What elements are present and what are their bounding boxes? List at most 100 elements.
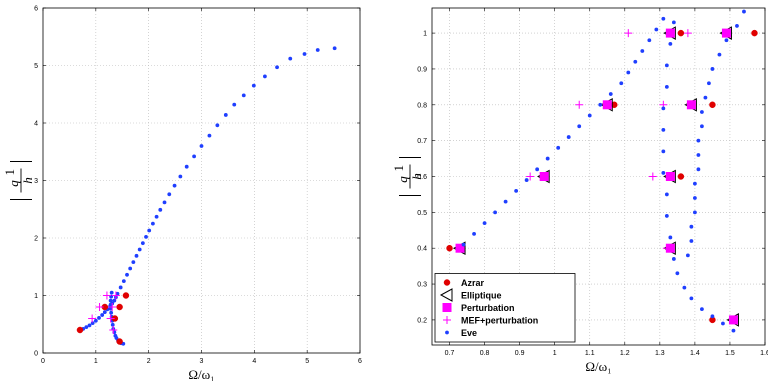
point-eve	[207, 133, 212, 138]
point-mef	[108, 303, 117, 311]
point-eve	[134, 253, 139, 258]
x-tick-label: 2	[147, 358, 151, 365]
point-eve	[668, 235, 673, 240]
point-azrar	[709, 101, 716, 109]
x-tick-label: 0.7	[445, 350, 455, 357]
y-tick-label: 1	[34, 293, 38, 300]
point-eve	[199, 144, 204, 148]
point-mef	[111, 291, 120, 300]
point-eve	[192, 154, 197, 159]
series-eve	[461, 9, 746, 333]
point-eve	[619, 81, 624, 86]
point-eve	[696, 153, 701, 157]
y-tick-label: 1	[423, 31, 427, 38]
point-mef	[109, 326, 118, 334]
x-tick-label: 0	[41, 358, 45, 365]
x-tick-label: 6	[358, 358, 362, 365]
point-eve	[696, 138, 701, 143]
point-eve	[703, 95, 708, 100]
point-eve	[263, 74, 267, 79]
point-eve	[675, 271, 680, 276]
x-axis-label: Ω/ω₁	[188, 367, 214, 381]
point-eve	[661, 149, 666, 154]
right-chart: 0.7 0.8 0.9 1 1.1 1.2 1.3 1.4 1.5 1.6 0.2 0.3 0.4 0.5…	[391, 7, 768, 374]
point-eve	[288, 56, 293, 61]
point-eve	[692, 181, 697, 186]
legend-label-eve: Eve	[461, 328, 477, 338]
point-eve	[493, 210, 497, 215]
point-eve	[184, 164, 189, 169]
point-eve	[700, 124, 704, 129]
legend-marker-azrar	[443, 279, 451, 286]
point-eve	[115, 291, 120, 296]
point-perturbation	[539, 172, 549, 181]
legend-marker-elliptique	[439, 288, 453, 302]
legend-label-mef: MEF+perturbation	[461, 315, 538, 325]
x-tick-label: 5	[305, 358, 309, 365]
point-eve	[685, 253, 690, 258]
legend-label-azrar: Azrar	[461, 278, 485, 288]
point-eve	[661, 106, 666, 111]
point-eve	[671, 20, 676, 25]
point-eve	[118, 285, 123, 290]
point-eve	[223, 113, 228, 117]
point-eve	[661, 16, 666, 21]
y-label-numerator: q	[6, 180, 21, 187]
point-eve	[131, 260, 136, 265]
point-eve	[608, 92, 613, 96]
legend-marker-perturbation	[442, 303, 452, 312]
point-eve	[137, 247, 142, 252]
point-eve	[707, 81, 711, 86]
point-eve	[84, 325, 89, 330]
point-eve	[232, 102, 237, 107]
point-eve	[556, 145, 561, 150]
x-tick-label: 1.2	[620, 350, 630, 357]
legend-marker-mef	[443, 316, 451, 324]
point-eve	[640, 49, 645, 53]
point-mef	[662, 244, 671, 253]
point-eve	[700, 110, 704, 114]
point-eve	[241, 93, 246, 98]
point-eve	[144, 234, 148, 239]
point-eve	[664, 192, 669, 197]
y-tick-label: 4	[34, 121, 38, 128]
point-azrar	[677, 173, 685, 180]
y-tick-label: 0	[34, 351, 38, 358]
point-eve	[682, 285, 687, 290]
point-eve	[689, 296, 694, 301]
legend-marker-eve	[445, 330, 449, 335]
point-eve	[102, 310, 107, 315]
series-azrar	[76, 292, 130, 345]
point-eve	[710, 67, 715, 71]
legend: Azrar Elliptique Perturbation MEF+perturbat…	[434, 273, 576, 343]
point-eve	[696, 167, 701, 172]
point-eve	[664, 63, 669, 68]
point-eve	[545, 156, 550, 161]
point-eve	[315, 48, 320, 52]
point-eve	[275, 65, 279, 70]
point-azrar	[116, 303, 123, 311]
point-eve	[577, 124, 582, 129]
y-tick-label: 0.6	[417, 174, 427, 181]
point-eve	[109, 290, 114, 295]
y-tick-label: 0.7	[417, 138, 427, 145]
point-eve	[724, 38, 729, 43]
series-mef	[88, 291, 120, 334]
point-eve	[717, 52, 722, 57]
y-label-numerator: q	[395, 176, 410, 183]
point-eve	[535, 167, 540, 172]
point-azrar	[122, 292, 130, 299]
y-tick-label: 0.3	[417, 282, 427, 289]
point-eve	[332, 46, 337, 51]
point-eve	[172, 183, 177, 188]
point-mef	[88, 314, 97, 323]
x-tick-label: 1.6	[760, 350, 768, 357]
data-layer	[76, 46, 337, 346]
point-eve	[108, 298, 113, 303]
point-mef	[526, 172, 535, 181]
point-eve	[178, 174, 183, 179]
point-eve	[524, 178, 529, 182]
point-eve	[109, 310, 114, 315]
